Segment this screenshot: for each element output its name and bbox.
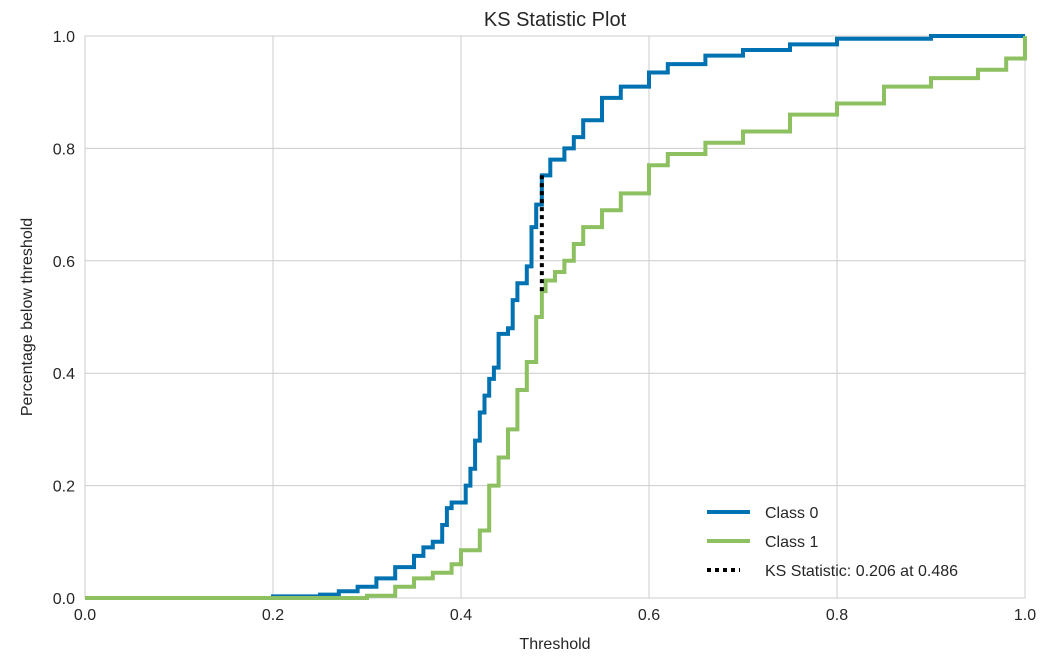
plot-background	[85, 36, 1025, 598]
plot-frame	[84, 35, 1026, 599]
legend: Class 0 Class 1 KS Statistic: 0.206 at 0…	[707, 505, 958, 580]
legend-label-class-1: Class 1	[765, 534, 818, 551]
x-tick-label: 0.4	[450, 607, 472, 624]
tick-labels: 0.0 0.2 0.4 0.6 0.8 1.0 0.0 0.2 0.4 0.6 0.8 1.0	[53, 29, 1036, 624]
x-tick-label: 1.0	[1014, 607, 1036, 624]
y-tick-label: 0.4	[53, 366, 75, 383]
series-line-class-0	[85, 34, 1025, 600]
x-axis-title: Threshold	[519, 636, 590, 653]
legend-label-ks-statistic: KS Statistic: 0.206 at 0.486	[765, 563, 958, 580]
legend-label-class-0: Class 0	[765, 505, 818, 522]
y-axis-title: Percentage below threshold	[19, 218, 36, 416]
y-tick-label: 1.0	[53, 29, 75, 46]
x-tick-label: 0.6	[638, 607, 660, 624]
x-tick-label: 0.2	[262, 607, 284, 624]
series-layer	[85, 34, 1027, 600]
y-tick-label: 0.2	[53, 479, 75, 496]
chart-title: KS Statistic Plot	[484, 9, 627, 31]
y-tick-label: 0.8	[53, 141, 75, 158]
x-tick-label: 0.8	[826, 607, 848, 624]
series-line-class-1	[85, 36, 1027, 600]
y-tick-label: 0.6	[53, 254, 75, 271]
x-tick-label: 0.0	[74, 607, 96, 624]
y-tick-label: 0.0	[53, 591, 75, 608]
